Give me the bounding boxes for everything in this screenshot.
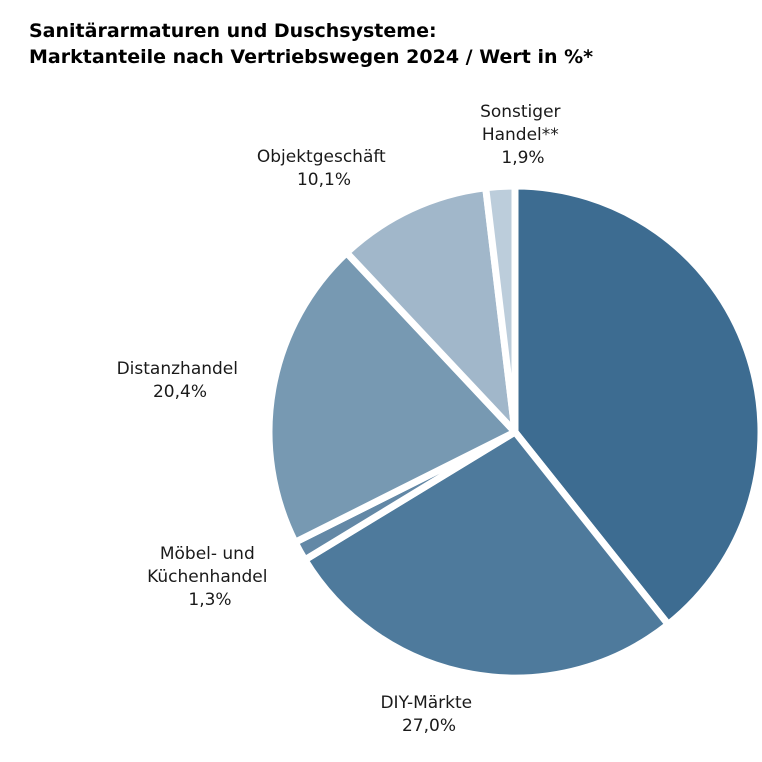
slice-sonstiger-handel — [482, 182, 519, 436]
label-moebel-line-1: Möbel- und — [160, 544, 255, 564]
chart-title-line-2: Marktanteile nach Vertriebswegen 2024 / … — [29, 46, 594, 68]
slice-diy-maerkte — [301, 428, 672, 682]
pie-slices — [265, 182, 762, 682]
label-sonstiger-line-2: Handel** — [482, 125, 559, 145]
chart-title: Sanitärarmaturen und Duschsysteme: Markt… — [29, 18, 593, 70]
label-sonstiger-handel: Sonstiger Handel** 1,9% — [480, 102, 566, 168]
label-moebel-line-2: Küchenhandel — [147, 567, 267, 587]
label-diy-maerkte-value: 27,0% — [402, 716, 456, 736]
label-diy-maerkte: DIY-Märkte 27,0% — [380, 693, 477, 736]
label-moebel-value: 1,3% — [188, 590, 231, 610]
label-objektgeschaeft-value: 10,1% — [297, 170, 351, 190]
label-diy-maerkte-name: DIY-Märkte — [380, 693, 472, 713]
pie-labels: DIY-Märkte 27,0% Möbel- und Küchenhandel… — [117, 102, 566, 736]
chart-title-line-1: Sanitärarmaturen und Duschsysteme: — [29, 20, 437, 42]
label-distanzhandel: Distanzhandel 20,4% — [117, 359, 244, 402]
label-sonstiger-value: 1,9% — [501, 148, 544, 168]
label-objektgeschaeft: Objektgeschäft 10,1% — [257, 147, 391, 190]
label-sonstiger-line-1: Sonstiger — [480, 102, 560, 122]
label-objektgeschaeft-name: Objektgeschäft — [257, 147, 386, 167]
slice-remaining — [511, 182, 762, 628]
label-distanzhandel-value: 20,4% — [153, 382, 207, 402]
label-moebel-kuechenhandel: Möbel- und Küchenhandel 1,3% — [147, 544, 273, 610]
slice-objektgeschaeft — [343, 184, 519, 436]
slice-distanzhandel — [265, 249, 519, 546]
label-distanzhandel-name: Distanzhandel — [117, 359, 238, 379]
